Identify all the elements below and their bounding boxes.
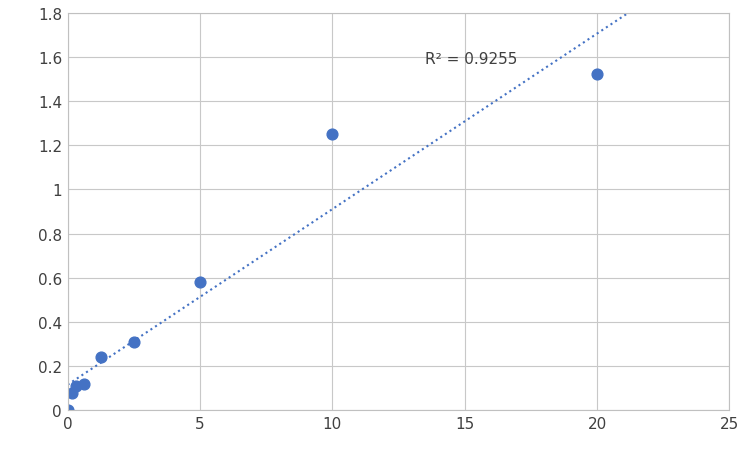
- Point: [194, 279, 206, 286]
- Point: [62, 407, 74, 414]
- Text: R² = 0.9255: R² = 0.9255: [425, 51, 517, 66]
- Point: [70, 382, 82, 390]
- Point: [78, 380, 90, 387]
- Point: [65, 389, 77, 396]
- Point: [591, 72, 603, 79]
- Point: [128, 338, 140, 345]
- Point: [95, 354, 107, 361]
- Point: [326, 131, 338, 138]
